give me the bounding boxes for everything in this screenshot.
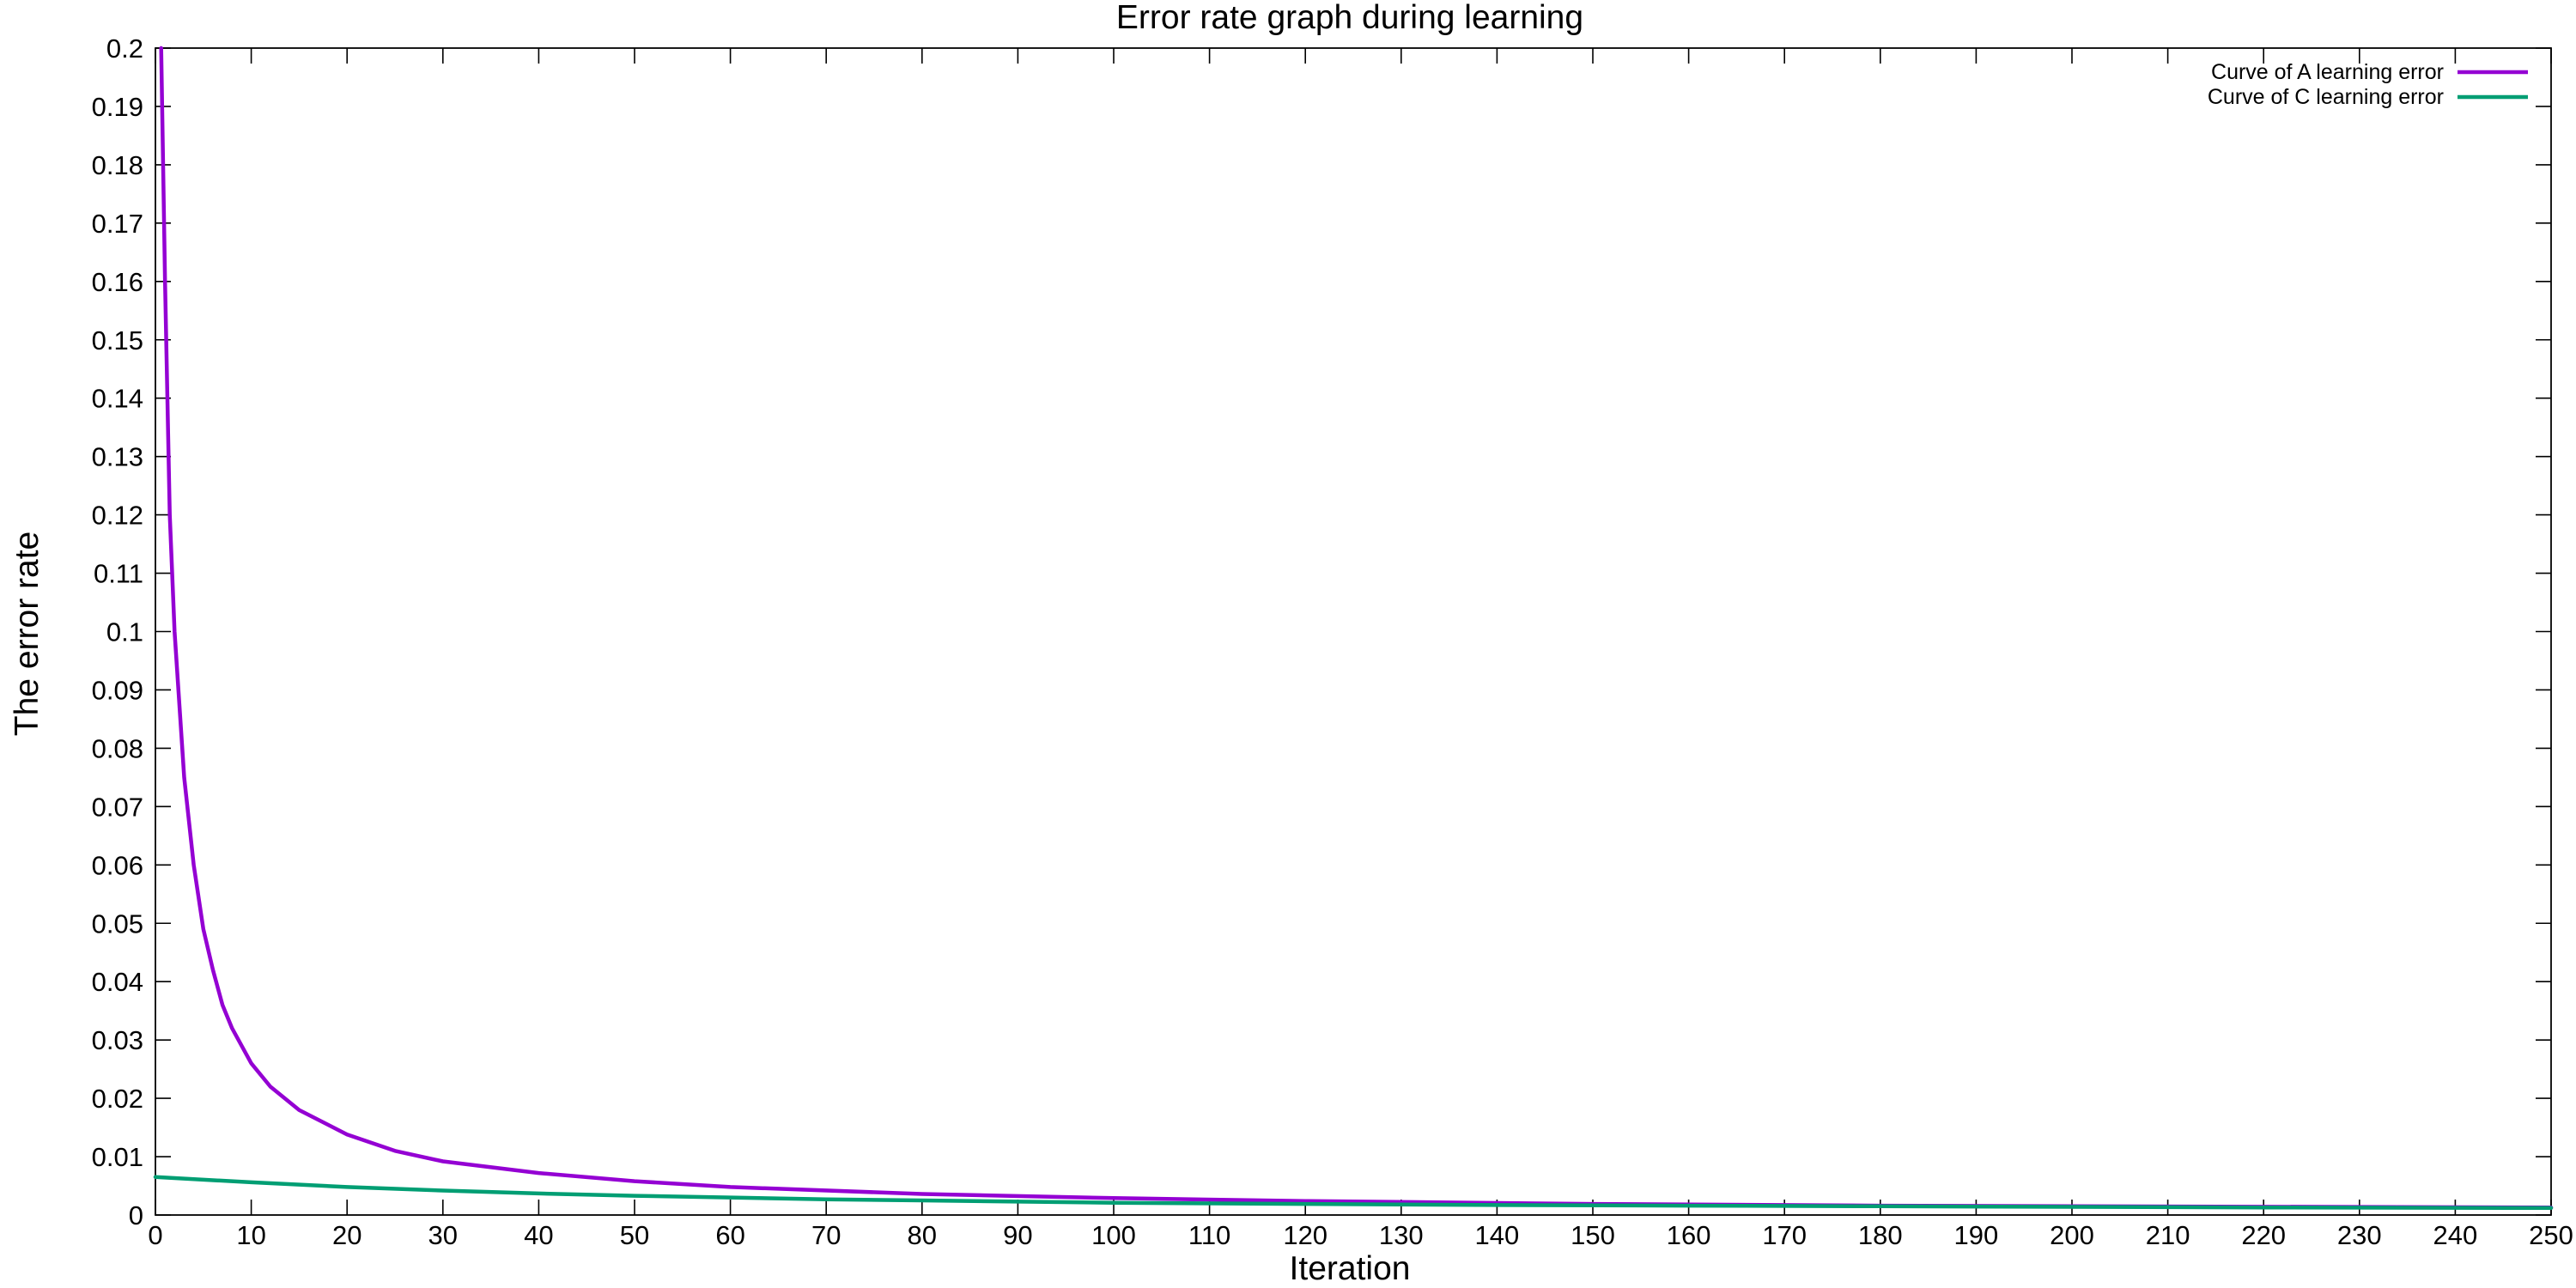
- x-tick-label: 220: [2241, 1220, 2286, 1250]
- y-tick-label: 0: [129, 1200, 143, 1230]
- y-tick-label: 0.2: [106, 33, 143, 64]
- y-tick-label: 0.04: [92, 967, 143, 997]
- y-tick-label: 0.13: [92, 442, 143, 472]
- y-tick-label: 0.18: [92, 150, 143, 180]
- x-tick-label: 180: [1858, 1220, 1903, 1250]
- x-tick-label: 0: [148, 1220, 162, 1250]
- y-tick-label: 0.14: [92, 384, 143, 414]
- x-tick-label: 250: [2529, 1220, 2573, 1250]
- x-tick-label: 30: [428, 1220, 458, 1250]
- x-tick-label: 80: [908, 1220, 937, 1250]
- x-tick-label: 190: [1954, 1220, 1999, 1250]
- y-tick-label: 0.08: [92, 733, 143, 763]
- x-tick-label: 70: [811, 1220, 841, 1250]
- y-axis: 0 0.01 0.02 0.03 0.04 0.05 0.06 0.07 0.08 0.09 0.1…: [92, 33, 2551, 1230]
- x-axis-label: Iteration: [1290, 1250, 1411, 1287]
- series-line-a: [159, 46, 2554, 1210]
- y-tick-label: 0.11: [94, 559, 143, 589]
- x-tick-label: 200: [2050, 1220, 2094, 1250]
- series-lines: [153, 46, 2554, 1211]
- x-tick-label: 120: [1283, 1220, 1327, 1250]
- y-tick-label: 0.15: [92, 325, 143, 355]
- y-tick-label: 0.06: [92, 850, 143, 880]
- y-tick-label: 0.09: [92, 675, 143, 705]
- plot-frame: [155, 47, 2552, 1216]
- x-tick-label: 100: [1091, 1220, 1136, 1250]
- x-tick-label: 40: [524, 1220, 553, 1250]
- legend-label: Curve of A learning error: [2211, 60, 2444, 84]
- y-tick-label: 0.16: [92, 267, 143, 297]
- x-tick-label: 210: [2146, 1220, 2190, 1250]
- series-line-c: [153, 1175, 2554, 1211]
- x-tick-label: 130: [1379, 1220, 1424, 1250]
- y-tick-label: 0.12: [92, 501, 143, 531]
- x-tick-label: 140: [1475, 1220, 1520, 1250]
- x-tick-label: 150: [1571, 1220, 1615, 1250]
- y-tick-label: 0.02: [92, 1084, 143, 1114]
- x-tick-label: 90: [1003, 1220, 1032, 1250]
- x-tick-label: 160: [1667, 1220, 1711, 1250]
- x-tick-label: 240: [2433, 1220, 2478, 1250]
- y-tick-label: 0.07: [92, 792, 143, 822]
- y-tick-label: 0.17: [92, 209, 143, 239]
- x-tick-label: 110: [1188, 1220, 1230, 1250]
- x-axis: 0 10 20 30 40 50 60 70 80 90 100 110 120 130 140 150 160…: [148, 48, 2573, 1250]
- x-tick-label: 20: [332, 1220, 361, 1250]
- x-tick-label: 10: [236, 1220, 265, 1250]
- y-tick-label: 0.03: [92, 1025, 143, 1055]
- y-tick-label: 0.19: [92, 92, 143, 122]
- legend-label: Curve of C learning error: [2208, 85, 2444, 109]
- y-tick-label: 0.1: [106, 617, 143, 647]
- x-tick-label: 60: [715, 1220, 744, 1250]
- chart-title: Error rate graph during learning: [1116, 0, 1583, 36]
- y-axis-label: The error rate: [9, 532, 46, 736]
- x-tick-label: 170: [1762, 1220, 1807, 1250]
- y-tick-label: 0.05: [92, 908, 143, 939]
- y-tick-label: 0.01: [92, 1142, 143, 1172]
- x-tick-label: 230: [2337, 1220, 2382, 1250]
- x-tick-label: 50: [620, 1220, 649, 1250]
